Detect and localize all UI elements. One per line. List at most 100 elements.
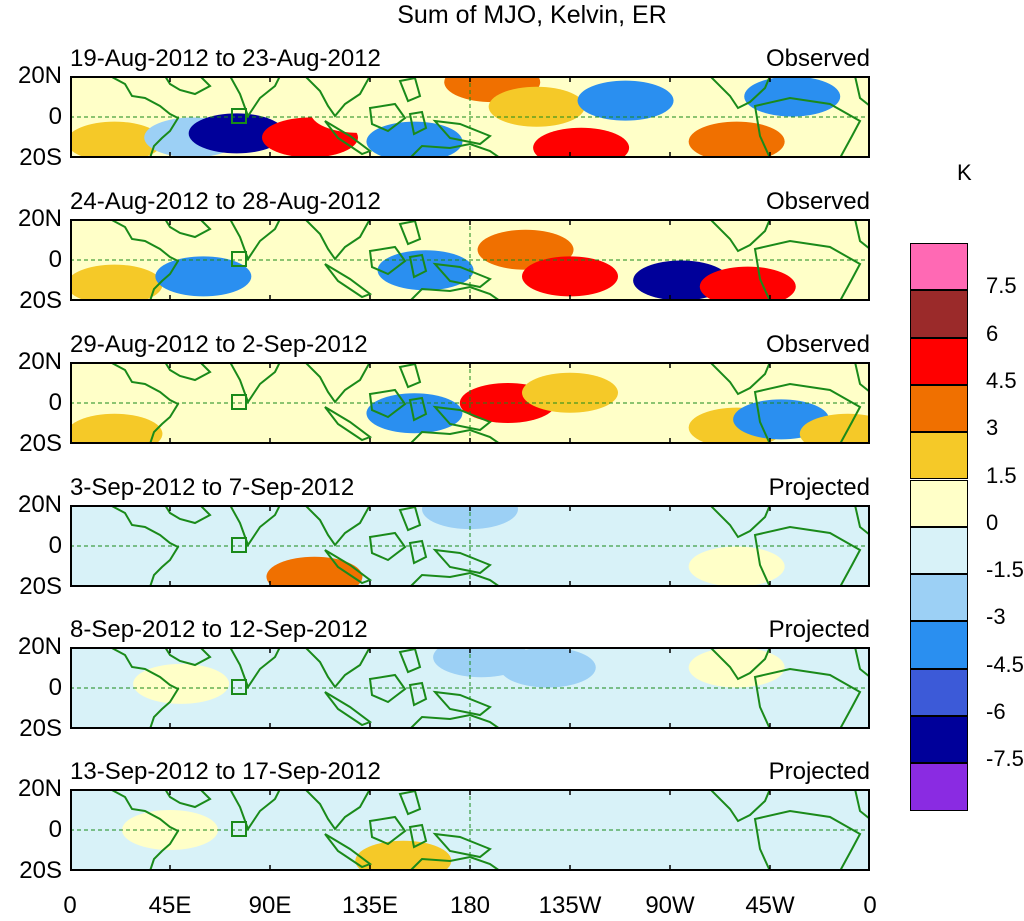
coastline <box>303 505 372 547</box>
coastline <box>368 531 407 562</box>
coastline <box>228 76 282 119</box>
anomaly-contour <box>233 799 330 840</box>
map-panel: 29-Aug-2012 to 2-Sep-2012 Observed 20N 0 20S <box>18 332 870 457</box>
coastline <box>368 245 407 276</box>
coastline <box>408 713 502 729</box>
panel-kind-label: Projected <box>768 474 870 501</box>
panel-kind-label: Projected <box>768 616 870 643</box>
coastline <box>408 110 428 136</box>
longitude-label: 45E <box>148 892 192 919</box>
colorbar-unit: K <box>957 160 972 185</box>
colorbar-level-label: 4.5 <box>986 367 1017 393</box>
anomaly-map <box>70 789 870 871</box>
coastline <box>432 832 492 859</box>
coastline <box>368 102 407 133</box>
anomaly-contour <box>555 789 652 830</box>
coastline <box>303 76 372 118</box>
coastline <box>853 219 870 251</box>
coastline <box>303 362 372 404</box>
latitude-label: 20S <box>19 430 62 457</box>
coastline <box>408 396 428 422</box>
coastline <box>398 362 422 389</box>
anomaly-contour <box>366 393 463 434</box>
panel-kind-label: Observed <box>765 188 870 215</box>
anomaly-contour <box>266 556 363 587</box>
anomaly-contour <box>355 840 452 871</box>
coastline <box>853 362 870 394</box>
coastline <box>853 505 870 537</box>
coastline <box>163 362 212 382</box>
coastline <box>398 647 422 674</box>
chart-title: Sum of MJO, Kelvin, ER <box>397 1 667 29</box>
anomaly-contour <box>522 256 618 297</box>
latitude-label: 20S <box>19 144 62 171</box>
coastline <box>853 76 870 108</box>
latitude-label: 20N <box>17 348 62 375</box>
colorbar-level-label: 6 <box>986 320 999 346</box>
panel-kind-label: Projected <box>768 758 870 785</box>
latitude-label: 20N <box>17 62 62 89</box>
coastline <box>708 505 772 539</box>
colorbar-level-label: 7.5 <box>986 273 1017 299</box>
coastline <box>398 505 422 532</box>
latitude-label: 20S <box>19 857 62 884</box>
coastline <box>398 219 422 246</box>
coastline <box>408 823 428 849</box>
coastline <box>228 219 282 262</box>
anomaly-contour <box>310 92 407 133</box>
anomaly-contour <box>577 80 674 121</box>
colorbar-swatch <box>910 290 968 338</box>
coastline <box>408 285 502 301</box>
colorbar-level-label: -4.5 <box>986 651 1024 677</box>
coastline <box>753 382 862 444</box>
latitude-label: 20N <box>17 775 62 802</box>
coastline <box>753 96 862 158</box>
colorbar-swatch <box>910 716 968 764</box>
longitude-label: 90W <box>645 892 695 919</box>
coastline <box>324 691 373 727</box>
latitude-label: 20N <box>17 491 62 518</box>
coastline <box>708 219 772 253</box>
coastline <box>324 549 373 585</box>
panel-kind-label: Observed <box>765 45 870 72</box>
coastline <box>163 647 212 667</box>
coastline <box>324 406 373 442</box>
panel-period-label: 24-Aug-2012 to 28-Aug-2012 <box>70 188 381 215</box>
anomaly-contour <box>522 372 618 413</box>
coastline <box>708 76 772 110</box>
coastline <box>432 548 492 575</box>
colorbar-level-label: 3 <box>986 415 999 441</box>
colorbar-swatch <box>910 526 968 575</box>
anomaly-contour <box>744 76 841 117</box>
map-panel: 8-Sep-2012 to 12-Sep-2012 Projected 20N 0 20… <box>18 616 870 742</box>
longitude-label: 0 <box>863 892 877 919</box>
colorbar-level-label: 0 <box>986 509 999 535</box>
coastline <box>228 647 282 690</box>
colorbar-level-label: -1.5 <box>986 557 1024 583</box>
coastline <box>303 219 372 261</box>
latitude-label: 20S <box>19 287 62 314</box>
colorbar-swatch <box>910 337 968 385</box>
panel-period-label: 8-Sep-2012 to 12-Sep-2012 <box>70 616 368 643</box>
anomaly-map <box>70 362 870 444</box>
latitude-label: 20N <box>17 205 62 232</box>
latitude-label: 20N <box>17 633 62 660</box>
coastline <box>753 239 862 301</box>
coastline <box>853 789 870 821</box>
region-box <box>231 108 247 124</box>
coastline <box>368 815 407 846</box>
latitude-label: 0 <box>48 103 62 130</box>
colorbar-level-label: -3 <box>986 604 1006 630</box>
region-box <box>231 394 247 410</box>
anomaly-contour <box>70 264 163 301</box>
colorbar-level-label: -6 <box>986 699 1006 724</box>
latitude-label: 0 <box>48 532 62 559</box>
coastline <box>303 789 372 831</box>
latitude-label: 0 <box>48 246 62 273</box>
coastline <box>163 219 212 239</box>
coastline <box>398 789 422 816</box>
latitude-label: 20S <box>19 573 62 600</box>
coastline <box>163 76 212 96</box>
region-box <box>231 821 247 837</box>
coastline <box>753 525 862 587</box>
